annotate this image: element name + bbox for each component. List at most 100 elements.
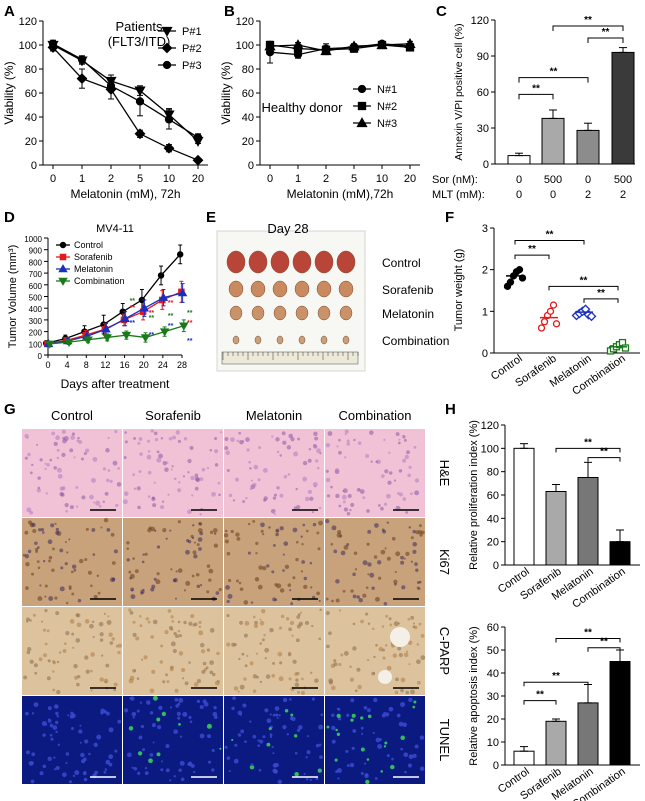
C-group-label: 0 xyxy=(585,174,591,186)
D-y-tick-label: 1000 xyxy=(24,235,42,244)
G-cell-dot xyxy=(165,673,168,677)
G-cell-dot xyxy=(325,442,331,448)
D-sig-star: ** xyxy=(168,300,174,307)
G-cell-dot xyxy=(366,542,370,546)
G-cell-dot xyxy=(394,570,397,574)
G-cell-dot xyxy=(143,655,148,660)
F-point xyxy=(621,344,630,352)
G-cell-dot xyxy=(190,763,195,769)
E-tumor xyxy=(226,250,246,274)
G-cell-dot xyxy=(257,744,261,747)
G-cell-dot xyxy=(89,623,94,629)
E-tumor xyxy=(232,335,240,345)
G-cell-dot xyxy=(414,744,419,749)
C-y-tick-label: 120 xyxy=(471,15,489,27)
G-cell-dot xyxy=(196,679,202,684)
G-cell-dot xyxy=(342,500,346,504)
G-cell-dot xyxy=(287,473,291,476)
G-cell-dot xyxy=(205,666,209,670)
G-cell-dot xyxy=(410,492,413,496)
G-cell-dot xyxy=(258,445,262,449)
G-cell-dot xyxy=(272,713,276,717)
G-cell-dot xyxy=(40,527,45,532)
G-cell-dot xyxy=(47,539,53,545)
G-cell-dot xyxy=(231,738,234,742)
H1-bar xyxy=(545,491,567,566)
H2-sig xyxy=(523,700,557,705)
E-tumor xyxy=(314,250,334,274)
G-cell-dot xyxy=(44,608,48,613)
G-cell-dot xyxy=(177,629,181,633)
H1-y-tick-label: 20 xyxy=(487,537,499,549)
D-point xyxy=(121,331,132,341)
G-cell-dot xyxy=(174,688,179,693)
G-cell-dot xyxy=(360,716,364,720)
G-cell-dot xyxy=(269,735,273,739)
G-cell-dot xyxy=(97,591,101,595)
G-cell-dot xyxy=(195,477,200,483)
G-cell-dot xyxy=(177,716,181,720)
F-point xyxy=(546,307,555,315)
G-cell-dot xyxy=(218,493,221,497)
B-x-tick-label: 20 xyxy=(404,173,416,185)
G-cell-dot xyxy=(275,437,280,442)
G-cell-dot xyxy=(29,659,34,664)
G-cell-dot xyxy=(54,522,57,525)
G-cell-dot xyxy=(52,670,55,673)
G-cell-dot xyxy=(201,669,206,674)
G-cell-dot xyxy=(90,652,95,657)
B-title: Healthy donor xyxy=(262,100,344,115)
G-cell-dot xyxy=(105,711,110,716)
G-cell-dot xyxy=(397,441,401,445)
G-cell-dot xyxy=(28,760,34,766)
E-tumor xyxy=(250,280,266,298)
C-y-label: Annexin V/PI positive cell (%) xyxy=(453,23,465,160)
G-cell-dot xyxy=(288,627,293,632)
A-y-tick-label: 0 xyxy=(31,160,37,172)
G-cell-dot xyxy=(319,608,322,612)
G-cell-dot xyxy=(375,737,381,743)
G-cell-dot xyxy=(418,622,422,626)
G-cell-dot xyxy=(199,477,204,482)
G-cell-dot xyxy=(111,561,116,565)
G-cell-dot xyxy=(380,549,386,555)
G-cell-dot xyxy=(416,586,420,590)
G-cell-dot xyxy=(162,528,167,533)
E-tumor xyxy=(317,305,331,321)
B-y-tick-label: 20 xyxy=(242,136,254,148)
G-cell-dot xyxy=(328,631,332,636)
G-cell-dot xyxy=(193,770,196,774)
G-cell-dot xyxy=(192,524,195,527)
G-cell-dot xyxy=(26,650,31,655)
G-cell-dot xyxy=(51,431,56,436)
G-cell-dot xyxy=(208,760,212,764)
G-cell-dot xyxy=(147,620,151,624)
G-cell-dot xyxy=(331,725,336,731)
G-cell-dot xyxy=(110,532,115,537)
G-cell-dot xyxy=(295,557,299,562)
G-cell-dot xyxy=(362,593,367,598)
G-cell-dot xyxy=(249,720,252,723)
G-cell-dot xyxy=(177,702,181,706)
G-cell-dot xyxy=(307,735,310,738)
G-cell-dot xyxy=(305,756,308,759)
G-cell-dot xyxy=(338,438,341,442)
H1-y-tick-label: 40 xyxy=(487,513,499,525)
G-cell-dot xyxy=(318,637,322,641)
G-cell-dot xyxy=(25,750,30,755)
G-cell-dot xyxy=(227,593,233,599)
G-cell-dot xyxy=(175,430,180,435)
G-cell-dot xyxy=(344,456,347,459)
G-cell-dot xyxy=(307,458,312,463)
G-cell-dot xyxy=(333,662,338,667)
G-cell-dot xyxy=(170,641,176,647)
G-cell-dot xyxy=(108,632,113,637)
G-cell-dot xyxy=(181,677,185,680)
A-x-tick-label: 1 xyxy=(79,173,85,185)
G-cell-dot xyxy=(137,771,141,775)
G-cell-dot xyxy=(315,777,319,781)
G-cell-dot xyxy=(246,654,249,657)
G-cell-dot xyxy=(278,676,284,682)
G-cell-dot xyxy=(264,657,267,660)
G-cell-dot xyxy=(360,771,364,775)
